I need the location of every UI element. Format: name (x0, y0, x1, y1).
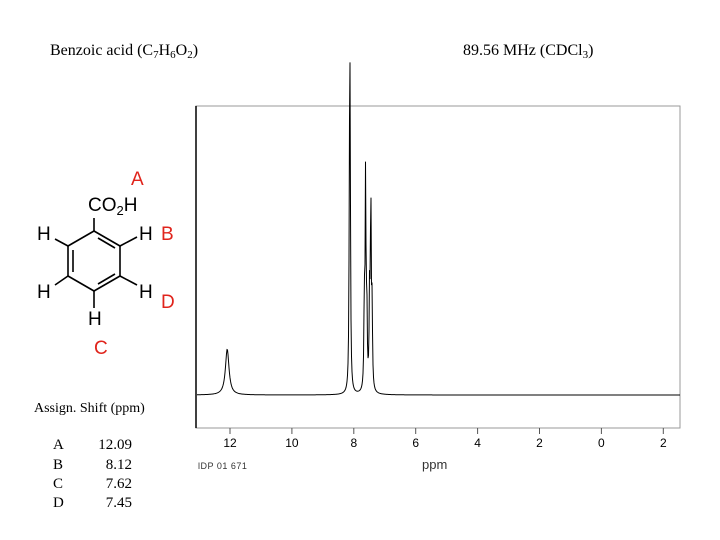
hydrogen-right-top: H (139, 224, 153, 245)
assignment-label: B (53, 457, 64, 473)
x-tick-label: 6 (412, 436, 420, 450)
carboxyl-group: CO2H (88, 195, 137, 217)
assignment-table-header: Assign. Shift (ppm) (34, 401, 145, 416)
assignment-row-d: D 7.45 (0, 495, 200, 515)
assignment-row-b: B 8.12 (0, 457, 200, 477)
plot-frame (195, 105, 681, 429)
frequency-suffix: ) (588, 42, 594, 59)
compound-prefix: Benzoic acid (C (50, 42, 154, 59)
assignment-shift: 12.09 (98, 437, 132, 453)
assignment-label: C (53, 476, 64, 492)
x-tick-label: 12 (223, 436, 237, 450)
compound-c-count: 7 (153, 49, 159, 61)
hydrogen-right-bottom: H (139, 282, 153, 303)
assignment-shift: 7.62 (105, 476, 132, 492)
label-d: D (161, 292, 175, 313)
x-tick-label: 2 (659, 436, 667, 450)
x-tick-label: 8 (350, 436, 358, 450)
assignment-row-a: A 12.09 (0, 437, 200, 457)
label-a: A (131, 169, 144, 190)
x-axis-ticks (229, 428, 664, 434)
compound-suffix: ) (192, 42, 199, 59)
hydrogen-left-bottom: H (37, 282, 51, 303)
assignment-label: A (53, 437, 64, 453)
compound-h-letter: H (158, 42, 171, 59)
frequency-title: 89.56 MHz (CDCl3) (463, 42, 594, 61)
compound-o-count: 2 (187, 49, 193, 61)
compound-h-count: 6 (170, 49, 176, 61)
compound-o-letter: O (175, 42, 188, 59)
x-tick-label: 4 (474, 436, 481, 450)
spectrum-file-code: lDP 01 671 (198, 461, 248, 471)
frequency-prefix: 89.56 MHz (CDCl (463, 42, 583, 59)
carboxyl-sub: 2 (116, 203, 124, 218)
assignment-row-c: C 7.62 (0, 476, 200, 496)
frequency-sub: 3 (582, 49, 589, 61)
carboxyl-co: CO (88, 195, 117, 216)
x-tick-label: 2 (536, 436, 543, 450)
x-tick-label: 0 (598, 436, 605, 450)
label-b: B (161, 224, 174, 245)
label-c: C (94, 338, 108, 359)
benzene-ring (54, 218, 138, 308)
assignment-shift: 7.45 (105, 495, 132, 511)
hydrogen-bottom: H (88, 309, 102, 330)
spectrum-series-line (197, 62, 680, 396)
hydrogen-left-top: H (37, 224, 51, 245)
x-tick-label: 10 (285, 436, 299, 450)
benzoic-acid-structure (54, 218, 138, 308)
assignment-shift: 8.12 (105, 457, 132, 473)
assignment-label: D (53, 495, 64, 511)
carboxyl-h: H (123, 195, 138, 216)
x-axis-label: ppm (422, 457, 448, 472)
compound-title: Benzoic acid (C7H6O2) (50, 42, 199, 61)
